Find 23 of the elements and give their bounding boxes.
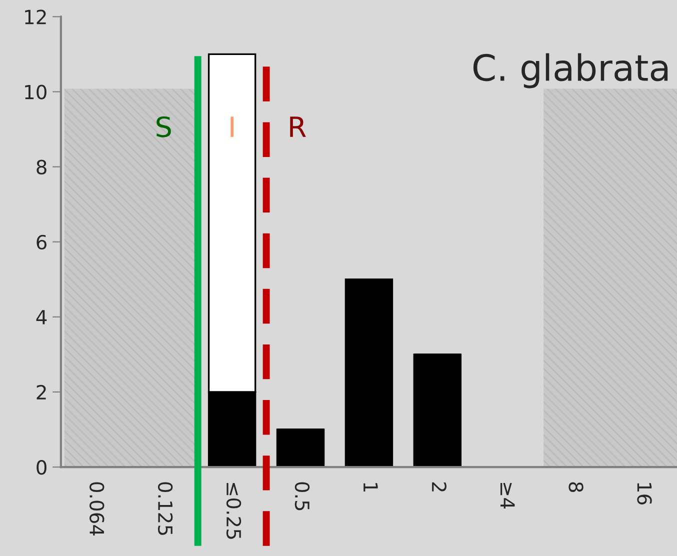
y-tick-label: 0 <box>36 460 46 475</box>
y-tick-label: 8 <box>36 160 46 174</box>
x-tick-label: 8 <box>568 482 584 492</box>
x-tick-label: 0.125 <box>158 482 173 535</box>
annotation: I <box>230 116 234 137</box>
x-tick-label: 0.064 <box>90 482 104 536</box>
y-tick-label: 2 <box>36 384 46 400</box>
bar <box>344 278 394 468</box>
text: C. glabrata <box>473 53 668 88</box>
ref-line-label: R <box>290 116 306 137</box>
y-tick-label: 4 <box>36 310 47 324</box>
x-tick-label: 2 <box>432 482 446 492</box>
bar <box>276 428 325 468</box>
x-tick-label: 1 <box>364 483 378 492</box>
y-tick-label: 12 <box>25 10 46 24</box>
x-tick-label: 0.5 <box>294 482 310 510</box>
x-tick-label: 16 <box>637 483 652 504</box>
x-tick-label: ≥4 <box>500 482 515 508</box>
y-tick-label: 6 <box>36 234 47 250</box>
ref-line-label: S <box>156 116 171 138</box>
x-tick-label: ≤0.25 <box>226 482 242 539</box>
y-tick-label: 10 <box>25 84 46 100</box>
bar <box>413 354 462 468</box>
